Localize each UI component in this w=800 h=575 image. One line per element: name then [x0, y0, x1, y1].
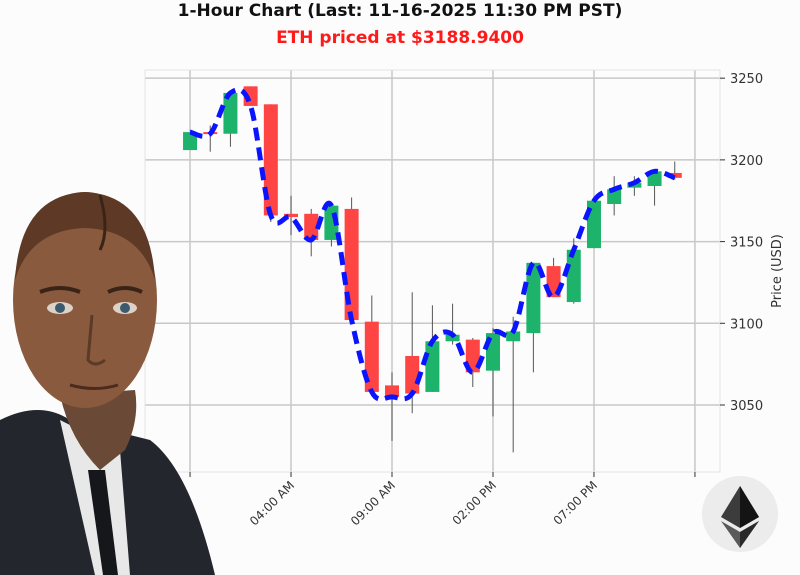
android-portrait-icon [0, 192, 215, 575]
candle-body [465, 339, 480, 373]
candle-body [425, 341, 440, 392]
ethereum-logo-icon [702, 476, 778, 552]
trend-line [189, 87, 676, 402]
candle-body [364, 321, 379, 392]
candle-body [566, 249, 581, 303]
x-tick-label: 07:00 PM [551, 478, 600, 527]
candle-body [405, 355, 420, 394]
y-tick-label: 3150 [730, 236, 763, 251]
chart-title: 1-Hour Chart (Last: 11-16-2025 11:30 PM … [177, 1, 623, 21]
candle-body [284, 213, 299, 218]
y-axis: 3050 3100 3150 3200 3250 [720, 72, 763, 414]
x-tick-label: 09:00 AM [348, 478, 398, 528]
candles [183, 86, 682, 453]
chart-subtitle: ETH priced at $3188.9400 [276, 28, 524, 48]
x-tick-label: 04:00 AM [247, 478, 297, 528]
y-tick-label: 3050 [730, 399, 763, 414]
x-tick-label: 02:00 PM [450, 478, 499, 527]
candle-body [385, 385, 400, 397]
candle-body [607, 189, 622, 204]
candle-body [506, 331, 521, 342]
y-tick-label: 3100 [730, 317, 763, 332]
y-tick-label: 3250 [730, 72, 763, 87]
y-axis-label: Price (USD) [770, 234, 785, 308]
y-tick-label: 3200 [730, 154, 763, 169]
candle-body [526, 262, 541, 334]
candle-body [183, 132, 198, 151]
candle-body [304, 213, 319, 240]
x-axis: 04:00 AM 09:00 AM 02:00 PM 07:00 PM [189, 472, 696, 528]
candle-body [223, 92, 238, 134]
